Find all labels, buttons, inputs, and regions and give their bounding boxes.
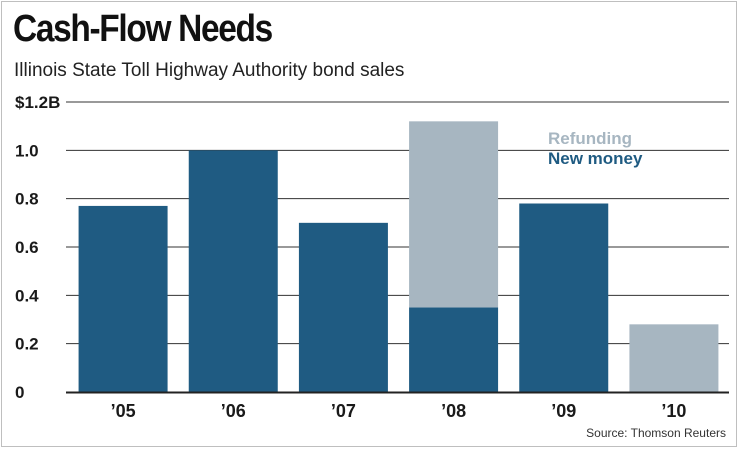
gridlines <box>66 101 729 345</box>
bars <box>78 121 719 392</box>
y-tick-label: 1.0 <box>15 141 39 160</box>
y-tick-label: 0.2 <box>15 335 39 354</box>
y-tick-label: 0.4 <box>15 286 39 305</box>
refunding-bar <box>629 324 719 392</box>
chart-subtitle: Illinois State Toll Highway Authority bo… <box>14 60 405 81</box>
new-money-bar <box>188 150 278 392</box>
x-tick-label: ’08 <box>441 401 466 421</box>
y-tick-label: 0.6 <box>15 238 39 257</box>
legend-refunding: Refunding <box>548 129 632 148</box>
new-money-bar <box>298 222 388 392</box>
x-tick-label: ’06 <box>221 401 246 421</box>
x-tick-label: ’05 <box>111 401 136 421</box>
legend-new-money: New money <box>548 149 643 168</box>
y-tick-label: 0.8 <box>15 190 39 209</box>
axes: 0 0.2 0.4 0.6 0.8 1.0 $1.2B ’05 ’06 ’07 ’08 ’09 ’10 <box>15 93 729 421</box>
new-money-bar <box>519 203 609 392</box>
y-tick-label: 0 <box>15 383 24 402</box>
refunding-bar <box>409 121 499 308</box>
x-tick-label: ’07 <box>331 401 356 421</box>
chart-title: Cash-Flow Needs <box>13 8 273 50</box>
x-tick-label: ’10 <box>661 401 686 421</box>
source-note: Source: Thomson Reuters <box>586 426 726 440</box>
new-money-bar <box>78 205 168 392</box>
x-tick-label: ’09 <box>551 401 576 421</box>
new-money-bar <box>409 307 499 392</box>
y-tick-label: $1.2B <box>15 93 60 112</box>
